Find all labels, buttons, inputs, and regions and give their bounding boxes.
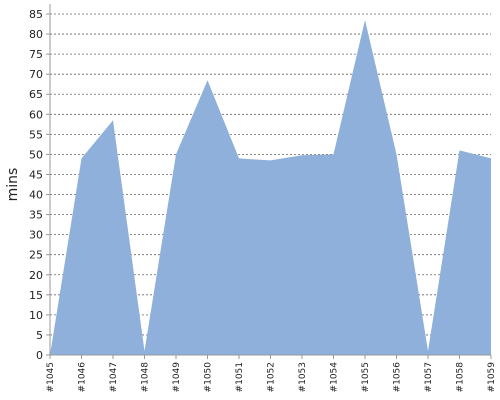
- y-tick-label: 80: [29, 28, 43, 41]
- y-tick-label: 40: [29, 189, 43, 202]
- x-tick-label: #1050: [204, 362, 214, 393]
- x-tick-label: #1054: [330, 362, 340, 393]
- y-tick-labels: 0 5 10 15 20 25 30 35 40 45 50 55 60 65 70 75 80 85: [29, 8, 50, 362]
- x-tick-label: #1056: [393, 362, 403, 393]
- y-tick-label: 15: [29, 289, 43, 302]
- x-tick-labels: #1045 #1046 #1047 #1048 #1049 #1050 #1051 #1052…: [46, 355, 497, 392]
- y-tick-label: 85: [29, 8, 43, 21]
- x-tick-label: #1058: [456, 362, 466, 393]
- y-tick-label: 60: [29, 108, 43, 121]
- y-tick-label: 70: [29, 68, 43, 81]
- y-tick-label: 65: [29, 88, 43, 101]
- x-tick-label: #1048: [141, 362, 151, 393]
- area-series: [50, 20, 491, 356]
- x-tick-label: #1045: [46, 362, 56, 392]
- x-tick-label: #1047: [109, 362, 119, 392]
- x-tick-label: #1049: [172, 362, 182, 393]
- y-tick-label: 10: [29, 309, 43, 322]
- y-tick-label: 30: [29, 229, 43, 242]
- y-tick-label: 25: [29, 249, 43, 262]
- y-axis-label: mins: [5, 168, 21, 202]
- y-tick-label: 75: [29, 48, 43, 61]
- x-tick-label: #1053: [298, 362, 308, 392]
- y-tick-label: 20: [29, 269, 43, 282]
- y-tick-label: 35: [29, 209, 43, 222]
- x-tick-label: #1059: [487, 362, 497, 393]
- x-tick-label: #1055: [361, 362, 371, 392]
- x-tick-label: #1051: [235, 362, 245, 392]
- x-tick-label: #1046: [78, 362, 88, 393]
- x-tick-label: #1057: [424, 362, 434, 392]
- x-tick-label: #1052: [267, 362, 277, 392]
- y-tick-label: 50: [29, 148, 43, 161]
- y-tick-label: 45: [29, 168, 43, 181]
- y-tick-label: 55: [29, 128, 43, 141]
- y-tick-label: 5: [36, 329, 43, 342]
- y-tick-label: 0: [36, 349, 43, 362]
